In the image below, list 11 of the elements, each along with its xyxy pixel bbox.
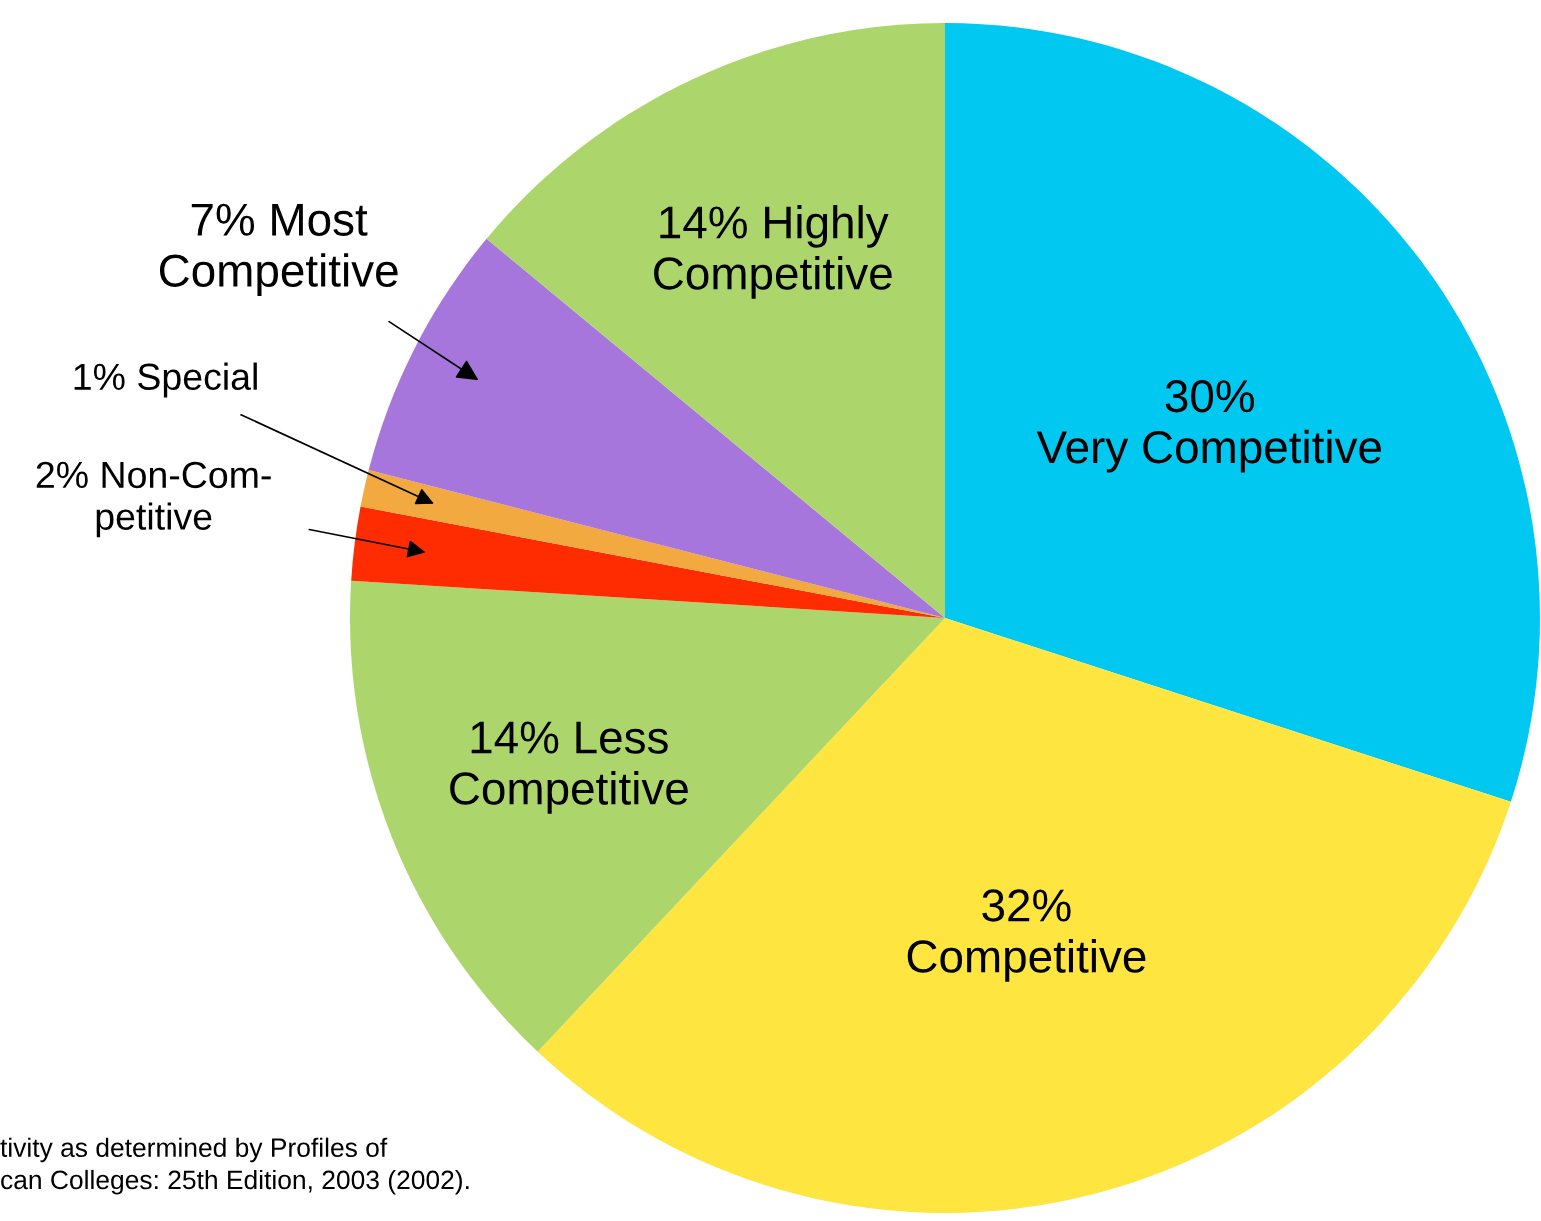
slice-label: 30% Very Competitive xyxy=(1036,379,1381,473)
slice-label: 1% Special xyxy=(74,362,257,398)
slice-label: 7% Most Competitive xyxy=(159,203,398,296)
text: tivity as determined by Profiles of can Colleges: 25th Edition, 2003 (2002). xyxy=(0,1137,469,1195)
slice-label: 14% Less Competitive xyxy=(450,721,688,814)
pie-slice xyxy=(360,470,945,618)
slice-label: 32% Competitive xyxy=(907,889,1146,982)
slice-label: 14% Highly Competitive xyxy=(654,205,892,299)
slice-label: 2% Non-Com- petitive xyxy=(36,461,271,538)
pie-slice xyxy=(945,23,1540,802)
pie-slice xyxy=(351,506,945,618)
